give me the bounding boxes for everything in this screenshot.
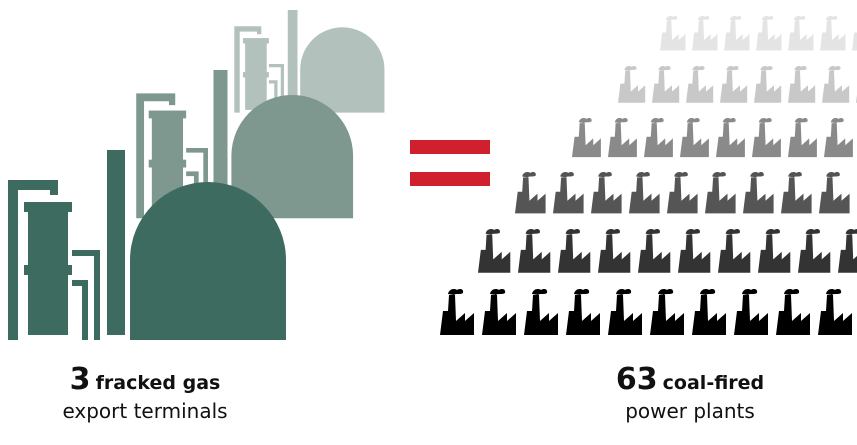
factory-icon [798,229,831,273]
factory-icon [822,66,850,103]
factory-icon [705,172,736,214]
label: fracked gas [95,372,221,394]
factory-icon [788,16,814,51]
factory-icon [629,172,660,214]
factory-icon [781,172,812,214]
factory-icon [652,66,680,103]
factory-icon [440,289,474,335]
equals-bar [410,140,490,154]
factory-icon [518,229,551,273]
sublabel: power plants [625,399,755,423]
factory-icon [680,118,709,158]
factory-icon [608,289,642,335]
factory-icon [743,172,774,214]
factory-icon [788,118,817,158]
factory-icon [524,289,558,335]
factory-icon [482,289,516,335]
factory-icon [718,229,751,273]
factory-icon [716,118,745,158]
left-caption: 3 fracked gas export terminals [0,362,305,423]
right-caption: 63 coal-fired power plants [530,362,850,423]
refinery-icon [234,10,385,113]
label: coal-fired [662,372,765,394]
factory-icon [515,172,546,214]
sublabel: export terminals [62,399,228,423]
factory-icon [819,172,850,214]
factory-icon [608,118,637,158]
factory-icon [692,16,718,51]
factory-icon [598,229,631,273]
factory-icon [776,289,810,335]
factory-icon [660,16,686,51]
factory-icon [818,289,852,335]
factory-icon [838,229,857,273]
factory-icons [440,16,857,335]
factory-icon [478,229,511,273]
factory-icon [650,289,684,335]
factory-icon [752,118,781,158]
factory-icon [591,172,622,214]
factory-icon [667,172,698,214]
factory-icon [720,66,748,103]
factory-icon [692,289,726,335]
factory-icon [618,66,646,103]
factory-icon [754,66,782,103]
factory-icon [852,16,857,51]
factory-icon [724,16,750,51]
factory-icon [553,172,584,214]
factory-icon [820,16,846,51]
factory-icon [566,289,600,335]
illustration [8,10,857,340]
factory-icon [824,118,853,158]
factory-icon [638,229,671,273]
factory-icon [756,16,782,51]
factory-icon [558,229,591,273]
factory-icon [758,229,791,273]
factory-icon [678,229,711,273]
count: 63 [615,362,658,397]
factory-icon [734,289,768,335]
equals-bar [410,172,490,186]
factory-icon [644,118,673,158]
refinery-icons [8,10,385,340]
factory-icon [686,66,714,103]
factory-icon [788,66,816,103]
count: 3 [69,362,91,397]
factory-icon [572,118,601,158]
